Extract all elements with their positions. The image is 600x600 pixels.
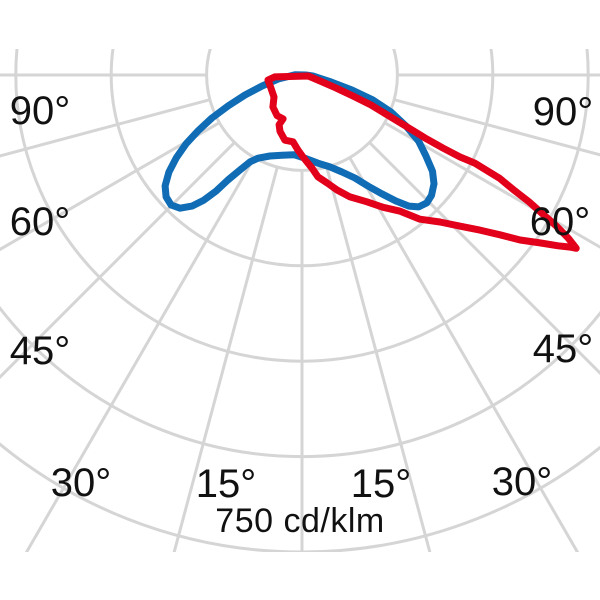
blue-curve xyxy=(161,71,438,212)
angle-radial--60 xyxy=(0,121,221,252)
angle-label-left-90: 90° xyxy=(9,89,71,133)
angle-radial-30 xyxy=(348,156,580,552)
angle-label-right-30: 30° xyxy=(491,460,553,504)
angle-radial-45 xyxy=(368,141,600,376)
angle-label-right-45: 45° xyxy=(532,327,594,371)
angle-label-right-90: 90° xyxy=(532,90,594,134)
red-curve xyxy=(264,72,580,252)
intensity-ring-150 xyxy=(205,49,399,172)
angle-label-left-45: 45° xyxy=(9,329,71,373)
angle-label-right-15: 15° xyxy=(350,462,412,506)
angle-radial--15 xyxy=(172,166,279,552)
angle-label-left-15: 15° xyxy=(195,462,257,506)
angle-label-right-60: 60° xyxy=(529,200,591,244)
angle-label-left-30: 30° xyxy=(50,461,112,505)
angle-radial--45 xyxy=(0,141,236,380)
angle-label-left-60: 60° xyxy=(9,200,71,244)
intensity-ring-600 xyxy=(0,305,600,458)
angle-radial-75 xyxy=(393,98,600,157)
angle-radial--30 xyxy=(24,156,256,552)
angle-radial-60 xyxy=(383,121,600,249)
intensity-unit-label: 750 cd/klm xyxy=(215,502,385,540)
angle-radial--75 xyxy=(0,98,211,158)
angle-radial-15 xyxy=(325,166,432,552)
